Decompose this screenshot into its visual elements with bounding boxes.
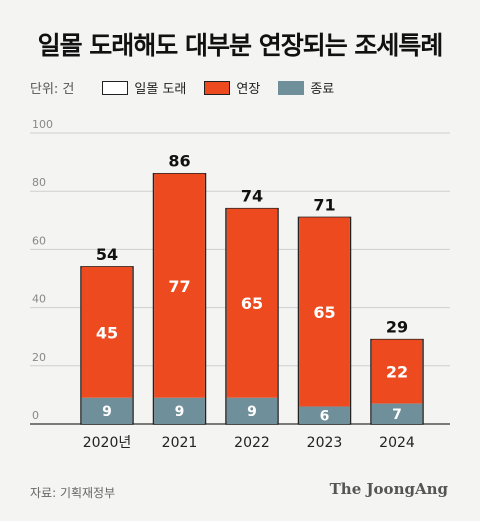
y-tick-label: 0 xyxy=(32,409,39,422)
y-tick-label: 40 xyxy=(32,293,46,306)
legend-swatch-extended xyxy=(204,80,231,95)
y-tick-label: 80 xyxy=(32,176,46,189)
data-label-extended: 65 xyxy=(241,294,263,313)
legend: 단위: 건 일몰 도래 연장 종료 xyxy=(30,78,460,97)
bar-segment-extended xyxy=(81,266,133,398)
x-tick-label: 2023 xyxy=(307,435,343,451)
legend-label-sunset: 일몰 도래 xyxy=(134,82,187,97)
x-tick-label: 2021 xyxy=(162,435,198,451)
bar-segment-terminated xyxy=(299,406,350,424)
unit-label: 단위: 건 xyxy=(30,82,75,97)
source-note: 자료: 기획재정부 xyxy=(30,486,116,500)
legend-item-sunset: 일몰 도래 xyxy=(102,78,186,97)
data-label-total: 71 xyxy=(313,195,335,214)
data-label-terminated: 7 xyxy=(392,407,402,423)
x-tick-label: 2024 xyxy=(379,435,415,451)
data-label-terminated: 6 xyxy=(320,408,330,424)
y-tick-label: 60 xyxy=(32,234,46,247)
data-label-extended: 45 xyxy=(96,323,118,342)
data-label-total: 74 xyxy=(241,187,263,206)
bar-segment-extended xyxy=(371,339,423,404)
brand-logo: The JoongAng xyxy=(329,480,448,498)
legend-swatch-terminated xyxy=(278,80,305,95)
data-label-total: 29 xyxy=(386,318,408,337)
bar-segment-extended xyxy=(154,173,205,398)
legend-label-terminated: 종료 xyxy=(310,82,335,97)
data-label-total: 86 xyxy=(168,152,190,171)
data-label-terminated: 9 xyxy=(247,404,257,420)
bar-segment-terminated xyxy=(81,397,133,424)
chart-title: 일몰 도래해도 대부분 연장되는 조세특례 xyxy=(37,31,444,60)
data-label-terminated: 9 xyxy=(102,404,112,420)
bar-segment-terminated xyxy=(371,403,423,424)
legend-label-extended: 연장 xyxy=(236,82,261,97)
data-label-extended: 22 xyxy=(386,363,408,382)
legend-swatch-sunset xyxy=(102,80,129,95)
bar-segment-terminated xyxy=(154,397,205,424)
data-label-total: 54 xyxy=(96,245,118,264)
x-tick-label: 2020년 xyxy=(83,435,132,451)
bar-segment-extended xyxy=(299,217,350,407)
data-label-extended: 65 xyxy=(313,303,335,322)
legend-item-terminated: 종료 xyxy=(278,78,334,97)
bar-segment-terminated xyxy=(226,397,278,424)
bar-segment-extended xyxy=(226,208,278,398)
data-label-extended: 77 xyxy=(168,277,190,296)
data-label-terminated: 9 xyxy=(175,404,185,420)
y-tick-label: 20 xyxy=(32,351,46,364)
legend-item-extended: 연장 xyxy=(204,78,260,97)
y-tick-label: 100 xyxy=(32,118,53,131)
x-tick-label: 2022 xyxy=(234,435,270,451)
